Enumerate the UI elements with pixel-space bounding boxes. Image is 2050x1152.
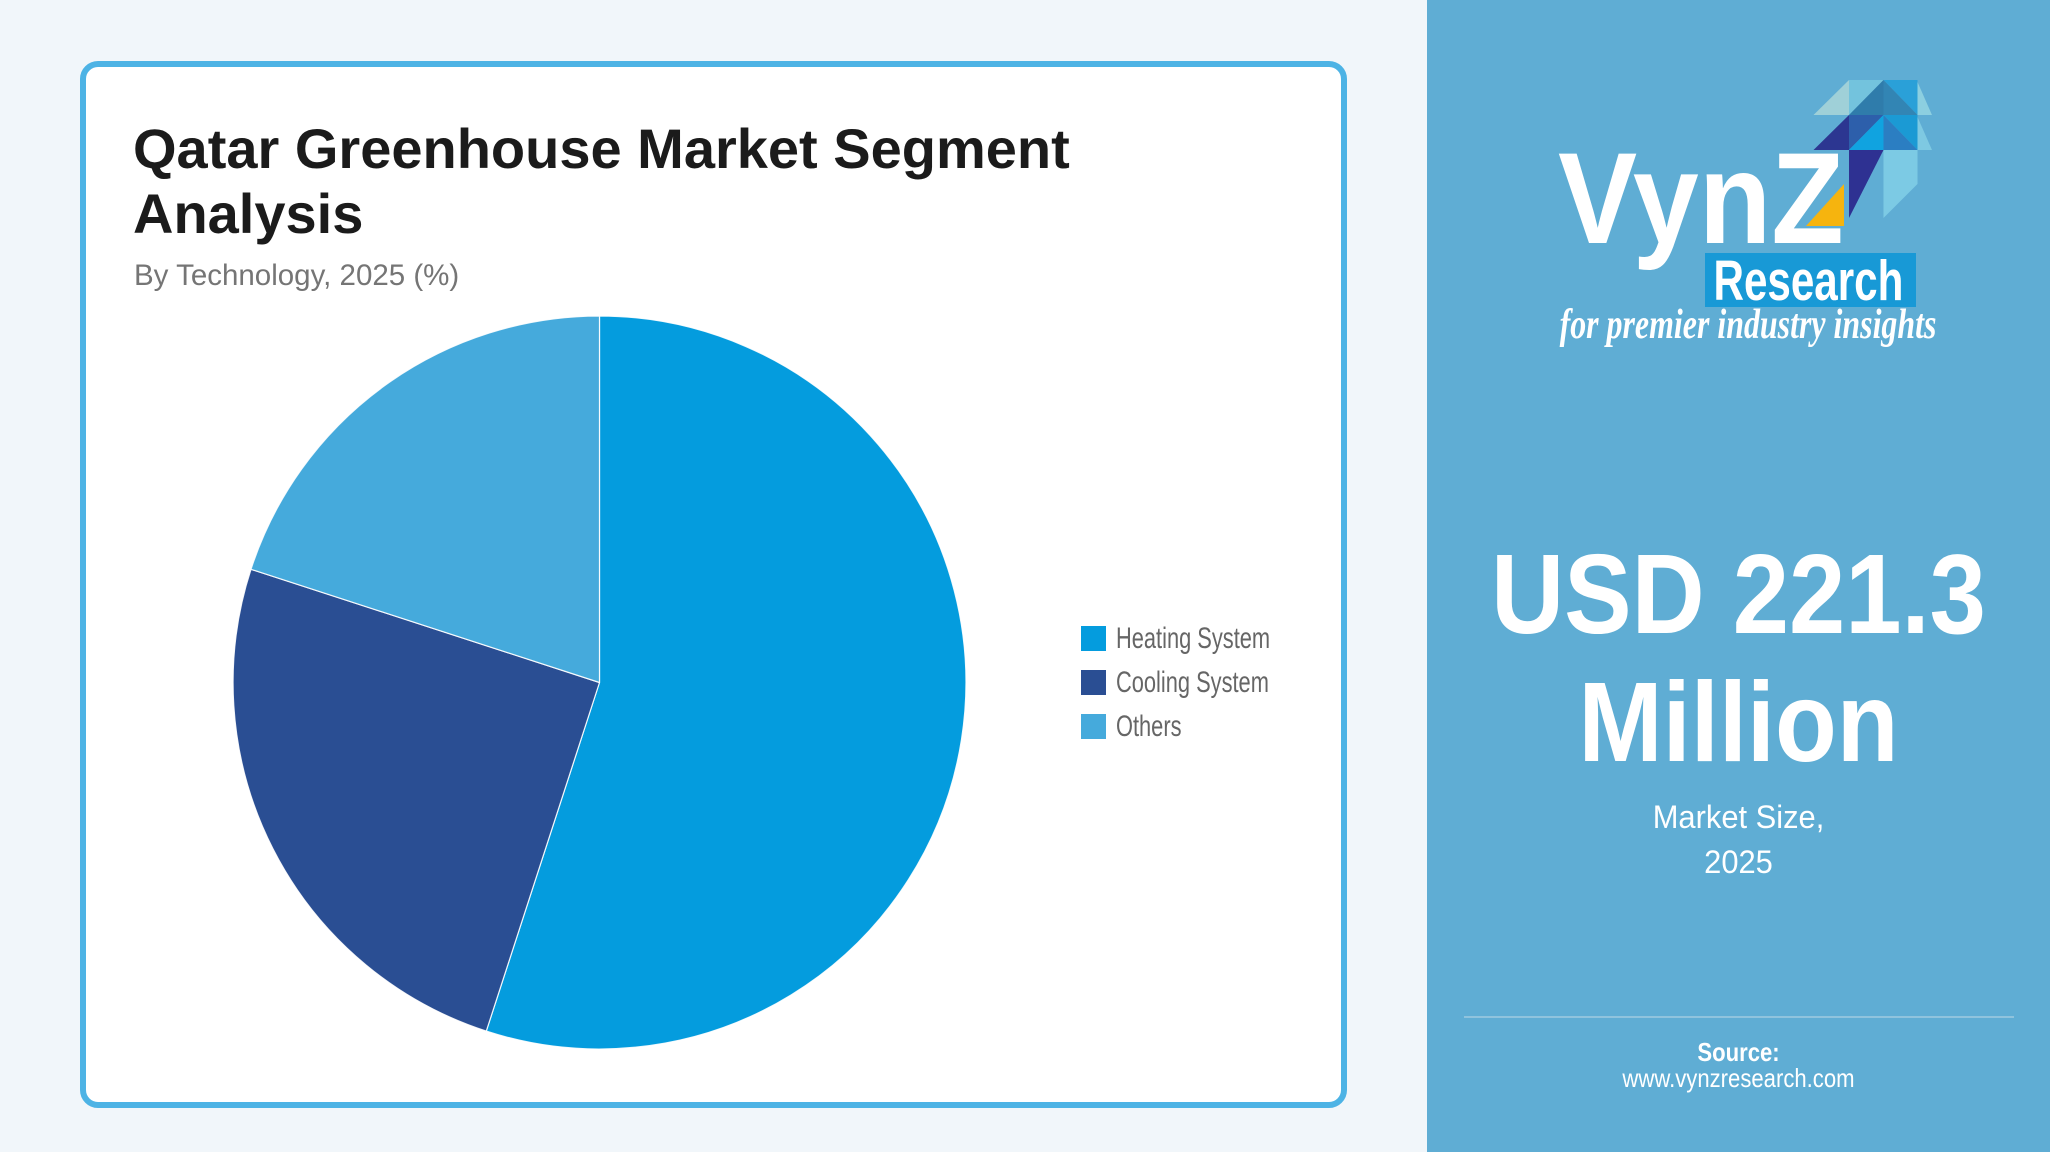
svg-text:Research: Research — [1714, 249, 1904, 313]
svg-text:VynZ: VynZ — [1558, 126, 1844, 271]
svg-text:for premier industry insights: for premier industry insights — [1560, 302, 1937, 348]
